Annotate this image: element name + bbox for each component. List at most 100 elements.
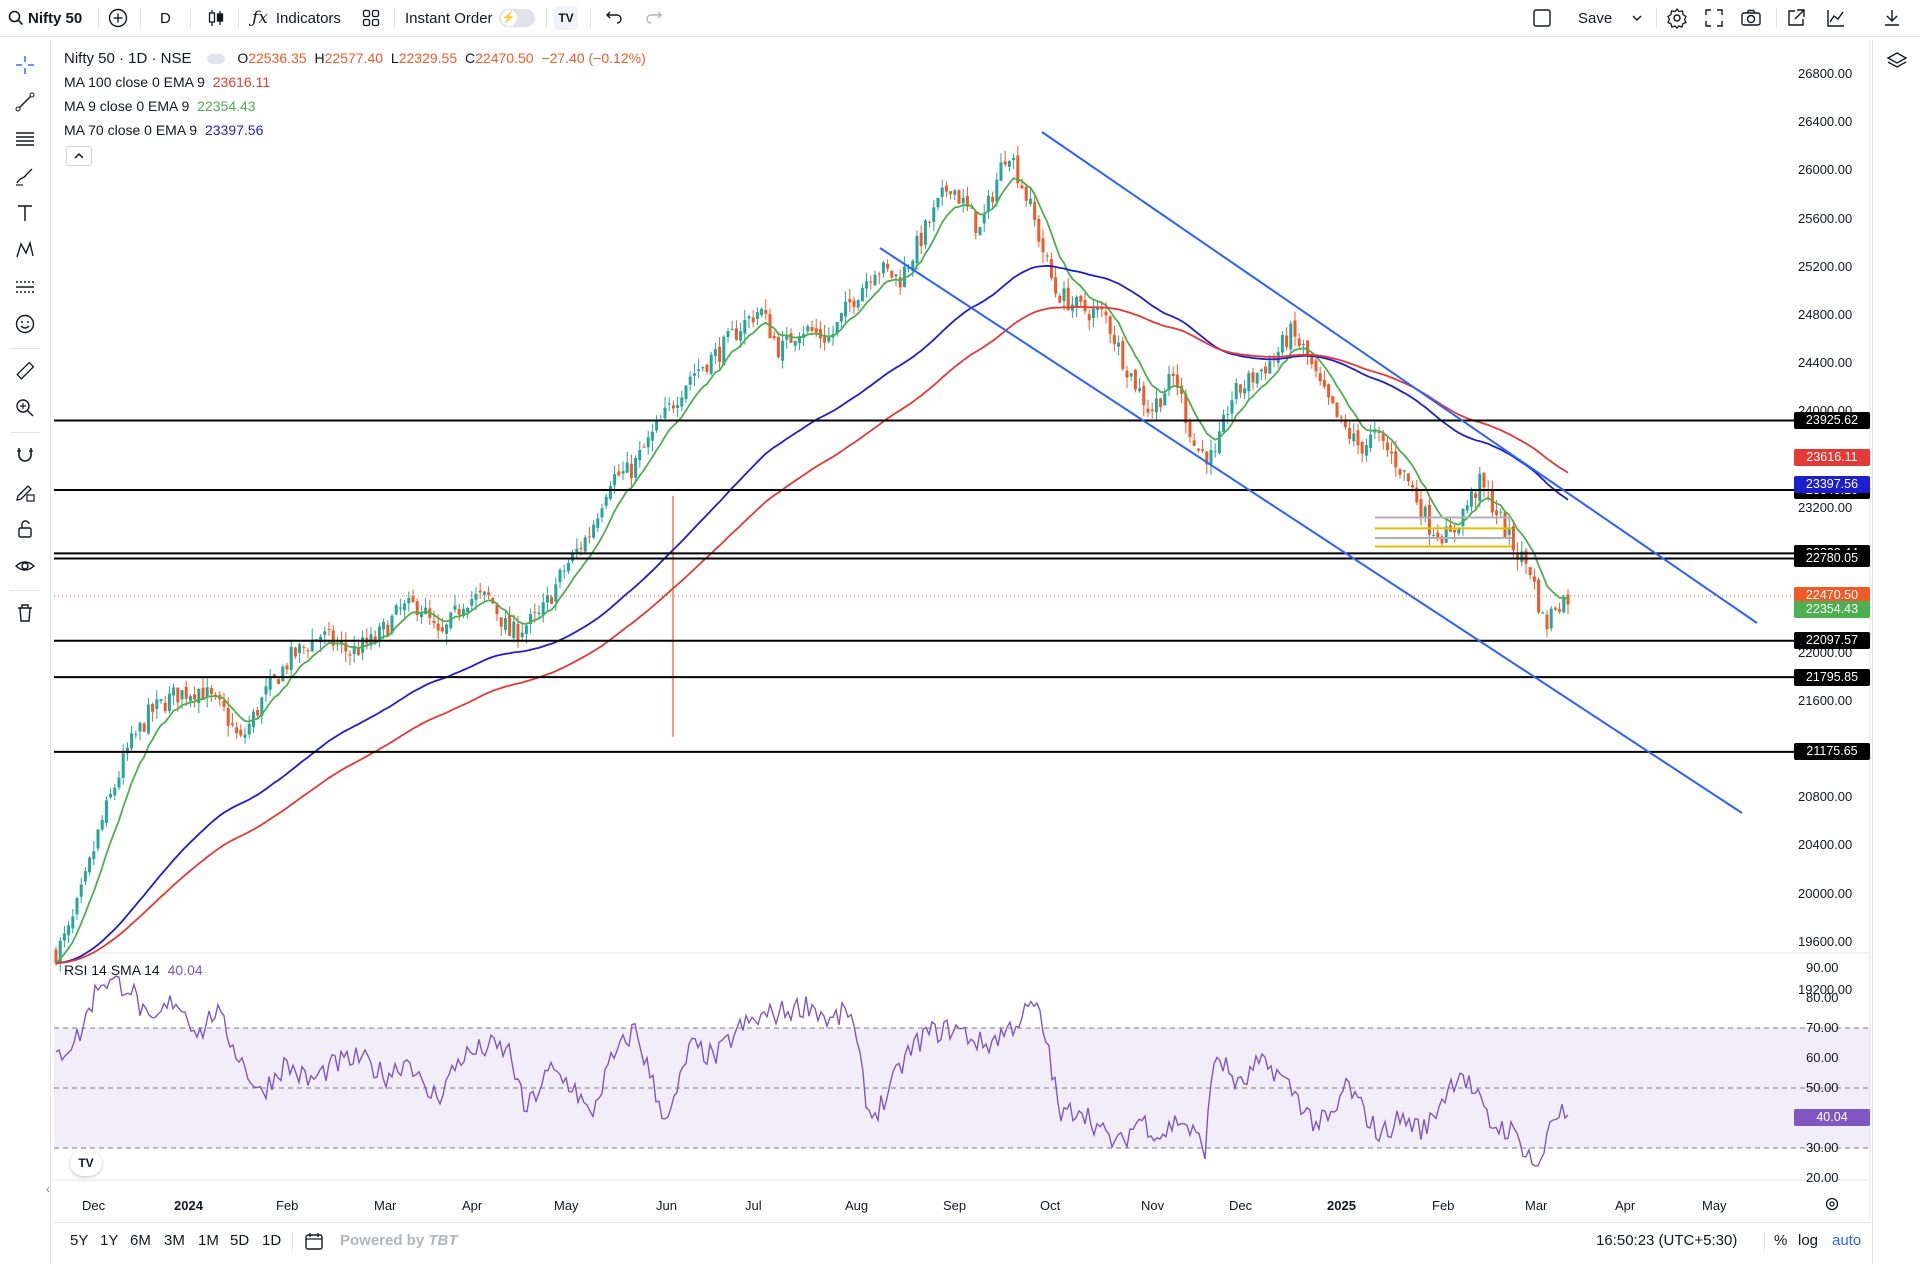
clock-timezone[interactable]: 16:50:23 (UTC+5:30) [1596,1232,1738,1249]
instant-order-toggle[interactable]: Instant Order ⚡ [405,0,535,36]
templates-button[interactable] [362,0,380,36]
percent-scale-toggle[interactable]: % [1774,1232,1788,1249]
symbol-title[interactable]: Nifty 50 · 1D · NSE [64,50,192,67]
candle-body [982,213,986,224]
layout-button[interactable] [1532,0,1552,36]
log-scale-toggle[interactable]: log [1798,1232,1819,1249]
pattern-tool[interactable] [10,235,40,265]
remove-drawings[interactable] [10,598,40,628]
goto-date-button[interactable] [304,1223,324,1259]
time-tick-label: Nov [1141,1198,1165,1213]
candle-body [541,602,545,616]
download-button[interactable] [1882,0,1902,36]
collapse-legend-button[interactable] [66,146,92,166]
interval-button[interactable]: D [160,9,171,27]
lock-drawings[interactable] [10,514,40,544]
range-1y[interactable]: 1Y [100,1232,119,1249]
candle-body [1394,451,1398,468]
snapshot-button[interactable] [1740,0,1762,36]
chart-type-button[interactable] [206,0,226,36]
candle-body [974,211,978,234]
ma100-line [55,305,1569,965]
candle-body [130,733,134,749]
candle-body [1318,373,1322,382]
candle-body [251,711,255,728]
measure-tool[interactable] [10,356,40,386]
ma70-legend[interactable]: MA 70 close 0 EMA 9 23397.56 [64,122,267,138]
candle-body [1146,408,1150,413]
legend-settings-dot[interactable] [207,54,226,65]
redo-button[interactable] [644,0,664,36]
candle-body [394,605,398,615]
candle-body [592,524,596,538]
symbol-search[interactable]: Nifty 50 [8,0,82,36]
candle-body [226,708,230,726]
candle-body [1192,440,1196,446]
candle-body [739,331,743,341]
candle-body [608,485,612,499]
save-menu-button[interactable] [1630,0,1644,36]
toggle-switch[interactable]: ⚡ [498,9,535,27]
candle-body [445,624,449,634]
candle-body [1558,609,1562,612]
zoom-tool[interactable] [10,393,40,423]
ma9-legend[interactable]: MA 9 close 0 EMA 9 22354.43 [64,98,260,114]
candle-body [554,584,558,602]
time-tick-label: Oct [1040,1198,1061,1213]
candle-body [1125,370,1129,378]
compare-symbol-button[interactable] [108,0,128,36]
auto-scale-toggle[interactable]: auto [1832,1232,1862,1249]
brush-tool[interactable] [10,161,40,191]
panel-collapse-arrow[interactable]: ‹ [46,1182,50,1196]
time-tick-label: Jul [745,1198,762,1213]
ma100-legend[interactable]: MA 100 close 0 EMA 9 23616.11 [64,74,274,90]
candle-body [1121,340,1125,369]
fib-tool[interactable] [10,124,40,154]
candle-body [508,615,512,636]
ma9-label: MA 9 close 0 EMA 9 [64,98,190,114]
rsi-legend[interactable]: RSI 14 SMA 14 40.04 [64,962,207,978]
settings-button[interactable] [1666,0,1688,36]
candle-body [839,312,843,322]
broker-logo-button[interactable]: TV [554,0,578,36]
crosshair-tool[interactable] [10,50,40,80]
range-1d[interactable]: 1D [262,1232,282,1249]
tv-watermark-logo[interactable]: TV [70,1150,102,1176]
fullscreen-button[interactable] [1704,0,1724,36]
candle-body [1054,277,1058,294]
object-tree-button[interactable] [1885,50,1909,79]
candle-body [180,690,184,700]
save-button[interactable]: Save [1578,9,1613,27]
ma100-price-label: 23616.11 [1794,449,1870,467]
ma9-line [55,177,1569,965]
tv-logo-icon: TV [554,6,578,30]
range-3m[interactable]: 3M [164,1232,185,1249]
candle-body [503,618,507,630]
time-tick-label: May [554,1198,579,1213]
magnet-tool[interactable] [10,440,40,470]
range-5y[interactable]: 5Y [70,1232,89,1249]
candle-body [1457,528,1461,534]
icons-tool[interactable] [10,309,40,339]
range-6m[interactable]: 6M [130,1232,151,1249]
range-5d[interactable]: 5D [230,1232,250,1249]
forecast-tool[interactable] [10,272,40,302]
hide-drawings[interactable] [10,551,40,581]
time-axis-settings[interactable] [1824,1196,1840,1217]
candle-body [1402,470,1406,472]
candle-body [890,270,894,278]
trend-line-tool[interactable] [10,87,40,117]
candle-body [638,449,642,461]
open-new-window-button[interactable] [1786,0,1806,36]
range-1m[interactable]: 1M [198,1232,219,1249]
candle-body [995,179,999,202]
text-tool[interactable] [10,198,40,228]
candle-body [814,328,818,333]
stay-in-drawing-mode[interactable] [10,477,40,507]
candle-body [256,710,260,716]
candle-body [999,162,1003,181]
undo-button[interactable] [604,0,624,36]
indicators-button[interactable]: ƒx Indicators [252,0,341,36]
chart-analysis-button[interactable] [1826,0,1846,36]
